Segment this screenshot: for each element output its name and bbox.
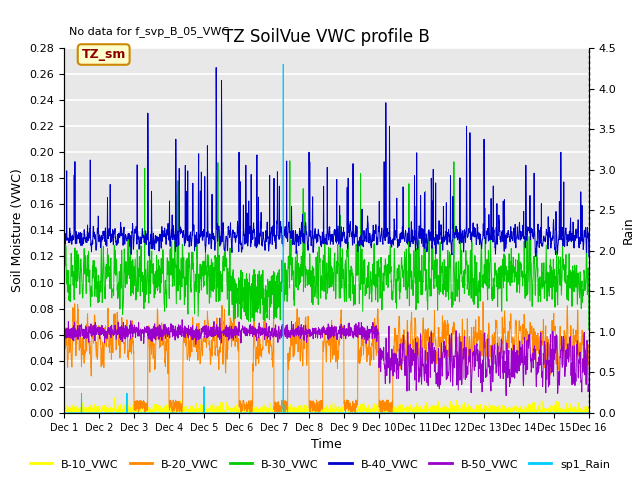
Text: TZ_sm: TZ_sm: [81, 48, 126, 61]
X-axis label: Time: Time: [311, 438, 342, 451]
Y-axis label: Soil Moisture (VWC): Soil Moisture (VWC): [11, 168, 24, 292]
Title: TZ SoilVue VWC profile B: TZ SoilVue VWC profile B: [223, 28, 430, 47]
Text: No data for f_svp_B_05_VWC: No data for f_svp_B_05_VWC: [69, 26, 229, 37]
Legend: B-10_VWC, B-20_VWC, B-30_VWC, B-40_VWC, B-50_VWC, sp1_Rain: B-10_VWC, B-20_VWC, B-30_VWC, B-40_VWC, …: [25, 455, 615, 474]
Y-axis label: Rain: Rain: [622, 216, 635, 244]
